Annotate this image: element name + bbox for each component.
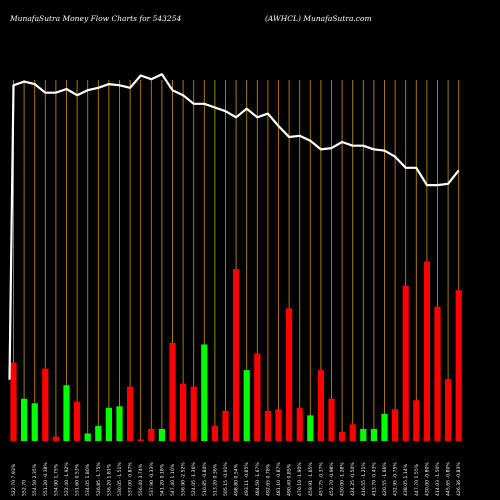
x-tick-label: 481.10 -0.87% — [276, 462, 282, 496]
money-flow-bar — [137, 439, 144, 441]
x-tick-label: 530.05 -1.51% — [117, 462, 123, 496]
money-flow-bar — [275, 409, 282, 441]
money-flow-bar — [286, 308, 293, 441]
money-flow-bar — [63, 385, 70, 441]
money-flow-bar — [307, 415, 314, 441]
money-flow-bar — [84, 433, 91, 441]
money-flow-bar — [264, 410, 271, 441]
x-tick-label: 534.90 1.75% — [53, 463, 59, 496]
x-tick-label: 430.00 -1.28% — [340, 462, 346, 496]
x-tick-labels: 522.70 7.93% 552.70 554.50 2.35% 551.20 -0… — [11, 462, 462, 496]
money-flow-bar — [116, 406, 123, 441]
money-flow-bar — [190, 386, 197, 441]
x-tick-label: 556.40 3.74% — [138, 463, 144, 496]
x-tick-label: 554.50 2.35% — [32, 463, 38, 496]
x-tick-label: 492.65 0.78% — [265, 463, 271, 496]
money-flow-bar — [360, 428, 367, 441]
company-label: (AWHCL) MunafaSutra.com — [265, 14, 372, 23]
x-tick-label: 430.00 -0.80% — [424, 462, 430, 496]
money-flow-bar — [31, 403, 38, 441]
x-tick-label: 534.05 1.80% — [85, 463, 91, 496]
money-flow-bar — [381, 413, 388, 441]
money-flow-bar — [349, 424, 356, 441]
x-tick-label: 505.15 -0.91% — [223, 462, 229, 496]
money-flow-bar — [339, 431, 346, 441]
x-tick-label: 413.70 -0.43% — [371, 462, 377, 496]
x-tick-label: 493.11 -0.85% — [244, 462, 250, 496]
x-tick-label: 552.70 — [22, 480, 28, 496]
x-tick-label: 524.05 -1.36% — [191, 462, 197, 496]
x-tick-label: 420.55 -1.66% — [382, 462, 388, 496]
money-flow-bar — [95, 425, 102, 441]
x-tick-label: 537.90 -0.33% — [149, 462, 155, 496]
chart-title: MunafaSutra Money Flow Charts for 543254 — [10, 14, 182, 23]
money-flow-bar — [211, 425, 218, 441]
money-flow-bar — [52, 436, 59, 441]
money-flow-bar — [180, 383, 187, 441]
money-flow-bar — [434, 306, 441, 441]
money-flow-bar — [233, 269, 240, 441]
x-tick-label: 470.10 -1.90% — [297, 462, 303, 496]
x-tick-label: 452.70 -0.98% — [329, 462, 335, 496]
x-tick-label: 531.60 0.53% — [75, 463, 81, 496]
money-flow-bar — [455, 290, 462, 441]
money-flow-bar — [169, 342, 176, 441]
x-tick-label: 490.40 0.85% — [287, 463, 293, 496]
price-series-line — [8, 73, 460, 380]
x-tick-label: 510.85 -0.84% — [202, 462, 208, 496]
x-tick-label: 457.75 -0.37% — [318, 462, 324, 496]
money-flow-bar — [222, 410, 229, 441]
money-flow-bar — [370, 428, 377, 441]
x-tick-label: 416.55 -1.21% — [361, 462, 367, 496]
money-flow-bar — [42, 368, 49, 441]
x-tick-label: 438.05 1.14% — [403, 463, 409, 496]
x-tick-label: 484.50 -1.67% — [255, 462, 261, 496]
x-tick-label: 498.80 0.54% — [234, 463, 240, 496]
x-tick-label: 536.90 -2.52% — [181, 462, 187, 496]
x-tick-label: 447.70 1.55% — [414, 463, 420, 496]
x-tick-label: 547.40 1.10% — [170, 463, 176, 496]
money-flow-bar — [105, 407, 112, 441]
money-flow-bars — [10, 261, 462, 441]
money-flow-bar — [10, 362, 17, 441]
money-flow-bar — [445, 379, 452, 441]
money-flow-bar — [127, 386, 134, 441]
x-tick-label: 513.20 0.36% — [212, 463, 218, 496]
x-tick-label: 522.70 7.93% — [11, 463, 17, 496]
money-flow-bar — [254, 353, 261, 441]
money-flow-bar — [328, 398, 335, 441]
money-flow-bar — [317, 370, 324, 441]
x-tick-label: 537.00 -0.87% — [128, 462, 134, 496]
x-tick-label: 541.20 0.18% — [159, 463, 165, 496]
money-flow-bar — [402, 285, 409, 441]
money-flow-bar — [21, 398, 28, 441]
money-flow-bar — [392, 409, 399, 441]
money-flow-bar — [413, 400, 420, 441]
price-line — [8, 73, 460, 380]
x-tick-label: 459.91 -1.65% — [308, 462, 314, 496]
money-flow-bar — [148, 428, 155, 441]
x-tick-label: 536.20 1.81% — [106, 463, 112, 496]
money-flow-bar — [243, 370, 250, 441]
money-flow-bar — [423, 261, 430, 441]
money-flow-bar — [296, 407, 303, 441]
x-tick-label: 414.03 -1.50% — [435, 462, 441, 496]
x-tick-label: 551.20 -0.38% — [43, 462, 49, 496]
x-tick-label: 424.25 -0.50% — [350, 462, 356, 496]
x-tick-label: 522.40 -1.92% — [64, 462, 70, 496]
x-tick-label: 445.65 -0.80% — [446, 462, 452, 496]
money-flow-bar — [201, 344, 208, 441]
x-tick-label: 526.85 -1.75% — [96, 462, 102, 496]
money-flow-bar — [158, 428, 165, 441]
x-tick-label: 426.36 -0.83% — [456, 462, 462, 496]
x-tick-label: 432.95 -0.75% — [393, 462, 399, 496]
money-flow-bar — [74, 401, 81, 441]
